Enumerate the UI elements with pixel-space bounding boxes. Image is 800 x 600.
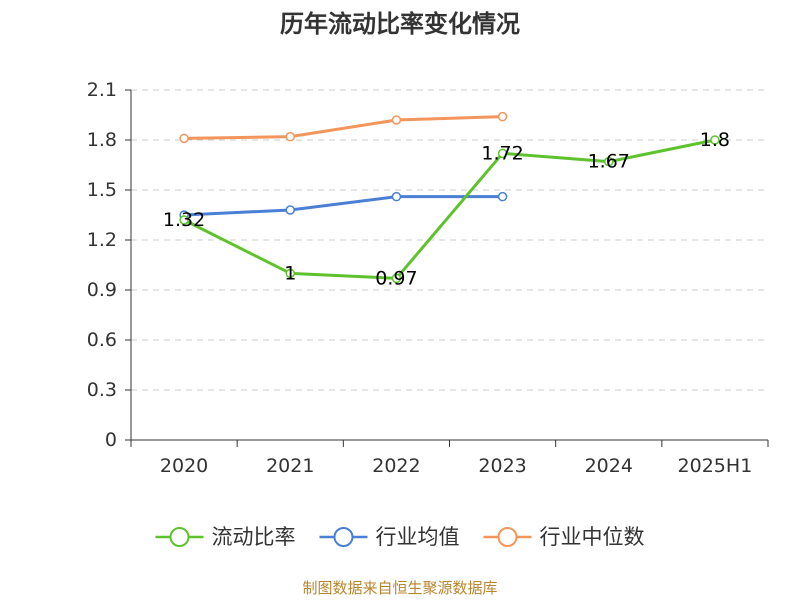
legend-label: 行业均值 [376, 525, 460, 549]
data-point [391, 115, 402, 125]
data-label: 1 [284, 262, 296, 284]
y-tick-label: 0.9 [87, 279, 117, 301]
data-point [710, 135, 720, 145]
data-point [497, 148, 508, 159]
data-point [285, 268, 295, 279]
chart-title: 历年流动比率变化情况 [280, 10, 520, 38]
data-label: 1.72 [481, 142, 523, 164]
grid-layer [131, 89, 768, 391]
legend-marker-icon [333, 527, 354, 547]
data-label-layer: 1.32 1 0.97 1.72 1.67 1.8 [163, 129, 730, 289]
data-point [179, 133, 189, 144]
data-point [497, 191, 508, 202]
legend-label: 流动比率 [212, 525, 296, 549]
legend-marker-icon [169, 527, 190, 547]
data-label: 0.97 [375, 267, 417, 289]
data-point [179, 215, 189, 225]
y-tick-label: 0.6 [87, 329, 117, 351]
data-source-note: 制图数据来自恒生聚源数据库 [302, 579, 498, 597]
data-point [391, 273, 402, 284]
x-tick-label: 2023 [478, 455, 526, 477]
x-tick-label: 2025H1 [678, 455, 753, 477]
legend: 流动比率 行业均值 行业中位数 [155, 525, 645, 549]
y-tick-label: 1.2 [87, 229, 117, 251]
series-layer [179, 111, 720, 284]
series-line [184, 195, 503, 217]
x-tick-label: 2024 [585, 455, 633, 477]
y-tick-label: 1.8 [87, 129, 117, 151]
y-tick-label: 0.3 [87, 379, 117, 401]
series-line [183, 138, 716, 280]
data-point [604, 156, 614, 167]
legend-label: 行业中位数 [540, 525, 645, 549]
axis-layer: 0 0.3 0.6 0.9 1.2 1.5 1.8 2.1 2020 2021 2022 2023 20… [87, 79, 769, 477]
data-point [391, 191, 402, 202]
y-tick-label: 0 [105, 429, 117, 451]
data-label: 1.8 [700, 129, 730, 151]
x-tick-label: 2020 [160, 455, 208, 477]
data-label: 1.67 [588, 151, 630, 173]
legend-marker-icon [497, 527, 518, 547]
data-point [285, 131, 295, 142]
data-point [497, 111, 508, 122]
data-label: 1.32 [163, 209, 205, 231]
y-tick-label: 2.1 [87, 79, 117, 101]
x-tick-label: 2021 [266, 455, 314, 477]
series-line [184, 115, 503, 140]
x-tick-label: 2022 [372, 455, 420, 477]
data-point [285, 205, 295, 215]
y-tick-label: 1.5 [87, 179, 117, 201]
